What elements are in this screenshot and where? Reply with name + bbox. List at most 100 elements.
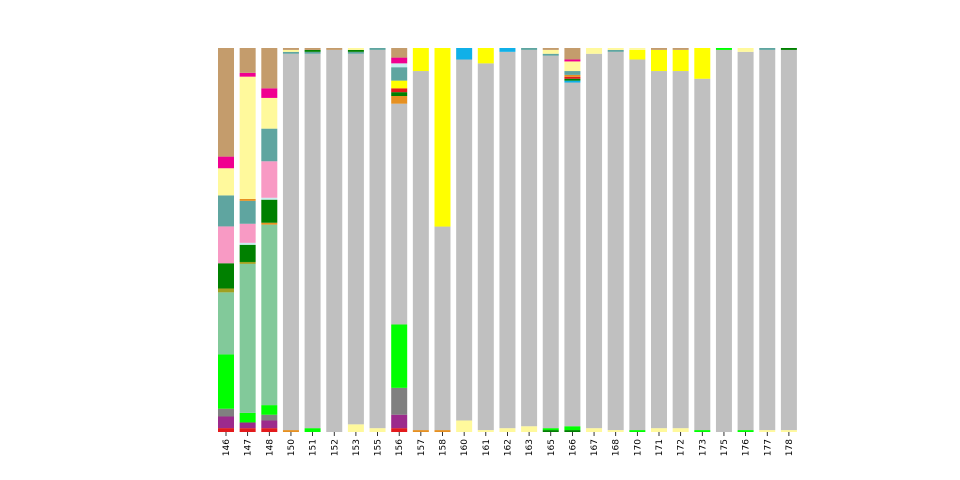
bar-segment-165-5 <box>542 48 559 50</box>
bar-segment-176-0 <box>737 430 754 432</box>
bar-segment-166-3 <box>564 80 581 83</box>
bar-segment-153-1 <box>347 53 364 425</box>
bar-segment-161-1 <box>477 63 494 431</box>
bar-segment-176-1 <box>737 51 754 431</box>
bar-segment-163-0 <box>521 426 538 432</box>
bar-segment-170-0 <box>629 430 646 432</box>
bar-segment-171-2 <box>651 49 667 72</box>
bar-segment-176-2 <box>737 48 754 52</box>
bar-segment-166-5 <box>564 76 581 79</box>
bar-segment-175-0 <box>715 49 732 433</box>
bar-segment-168-1 <box>607 51 624 431</box>
bar-segment-151-4 <box>304 48 321 50</box>
x-tick-label: 155 <box>374 439 384 456</box>
bar-segment-146-3 <box>218 354 234 409</box>
bar-segment-152-1 <box>326 48 343 50</box>
bar-segment-166-1 <box>564 426 581 431</box>
bar-segment-162-2 <box>499 48 516 52</box>
bar-segment-173-0 <box>694 430 711 432</box>
bar-segment-166-9 <box>564 59 581 62</box>
bar-segment-146-7 <box>218 226 234 264</box>
bar-segment-150-4 <box>282 48 299 50</box>
bar-segment-147-7 <box>239 223 256 243</box>
bar-segment-168-3 <box>607 48 624 50</box>
bar-segment-151-0 <box>304 428 321 432</box>
bar-segment-165-0 <box>542 430 559 432</box>
bar-segment-163-1 <box>521 49 538 427</box>
x-tick-label: 158 <box>439 439 449 456</box>
bar-segment-158-1 <box>434 226 451 431</box>
bar-segment-151-1 <box>304 53 321 429</box>
bar-segment-156-2 <box>391 387 408 415</box>
bar-segment-170-2 <box>629 49 646 60</box>
bar-segment-172-3 <box>672 48 689 50</box>
x-tick-label: 166 <box>568 439 578 456</box>
bar-segment-147-12 <box>239 48 256 73</box>
bar-segment-156-11 <box>391 57 408 64</box>
bar-segment-158-2 <box>434 48 451 227</box>
bar-segment-153-0 <box>347 424 364 432</box>
bar-segment-175-1 <box>715 48 732 50</box>
bar-segment-156-5 <box>391 96 408 104</box>
x-tick-label: 165 <box>547 439 557 456</box>
bar-segment-146-1 <box>218 416 234 429</box>
bar-segment-166-4 <box>564 78 581 81</box>
bar-segment-146-10 <box>218 156 234 169</box>
bar-segment-147-10 <box>239 76 256 199</box>
x-tick-label: 161 <box>482 439 492 456</box>
bar-segment-165-4 <box>542 49 559 54</box>
x-tick-label: 170 <box>633 439 643 456</box>
bar-segment-146-11 <box>218 48 234 157</box>
bar-segment-147-4 <box>239 261 256 264</box>
bar-segment-146-4 <box>218 292 234 355</box>
bar-segment-177-2 <box>759 48 776 50</box>
bar-segment-146-0 <box>218 428 234 432</box>
x-tick-label: 153 <box>352 439 362 456</box>
bar-segment-156-9 <box>391 67 408 81</box>
bar-segment-147-8 <box>239 200 256 224</box>
bar-segment-170-3 <box>629 48 646 50</box>
bar-segment-177-1 <box>759 49 776 431</box>
bar-segment-160-0 <box>456 420 473 432</box>
bar-segment-147-11 <box>239 72 256 77</box>
bar-segment-165-3 <box>542 53 559 56</box>
bar-segment-148-6 <box>261 199 278 223</box>
bar-segment-173-2 <box>694 48 711 79</box>
bar-segment-146-6 <box>218 263 234 289</box>
bar-segment-156-12 <box>391 48 408 58</box>
bar-segment-156-10 <box>391 63 408 68</box>
bar-segment-148-1 <box>261 420 278 429</box>
x-tick-label: 172 <box>677 439 687 456</box>
x-tick-label: 175 <box>720 439 730 456</box>
x-tick-label: 156 <box>395 439 405 456</box>
bar-segment-153-2 <box>347 51 364 54</box>
bar-segment-150-0 <box>282 430 299 432</box>
bar-segment-166-6 <box>564 74 581 77</box>
bar-segment-147-1 <box>239 422 256 429</box>
bar-segment-156-1 <box>391 414 408 429</box>
bar-segment-156-4 <box>391 103 408 325</box>
bar-segment-166-2 <box>564 82 581 427</box>
x-tick-label: 151 <box>309 439 319 456</box>
bar-segment-148-3 <box>261 405 278 415</box>
bar-segment-177-0 <box>759 430 776 432</box>
x-tick-label: 162 <box>503 439 513 456</box>
bar-segment-155-0 <box>369 428 386 432</box>
bar-segment-161-2 <box>477 48 494 64</box>
bar-segment-166-8 <box>564 61 581 72</box>
bar-segment-146-9 <box>218 168 234 196</box>
bar-segment-167-2 <box>586 48 603 54</box>
bar-segment-160-1 <box>456 59 473 421</box>
bar-segment-146-8 <box>218 195 234 227</box>
bar-segment-147-5 <box>239 244 256 262</box>
bar-segment-147-3 <box>239 263 256 413</box>
bar-segment-153-3 <box>347 49 364 52</box>
bar-segment-150-3 <box>282 49 299 52</box>
bar-segment-172-0 <box>672 428 689 432</box>
bar-segment-156-6 <box>391 92 408 96</box>
bar-segment-150-2 <box>282 51 299 54</box>
bar-segment-172-2 <box>672 49 689 72</box>
bar-segment-157-2 <box>412 48 429 72</box>
bar-segment-147-2 <box>239 412 256 423</box>
bar-segment-168-2 <box>607 49 624 52</box>
